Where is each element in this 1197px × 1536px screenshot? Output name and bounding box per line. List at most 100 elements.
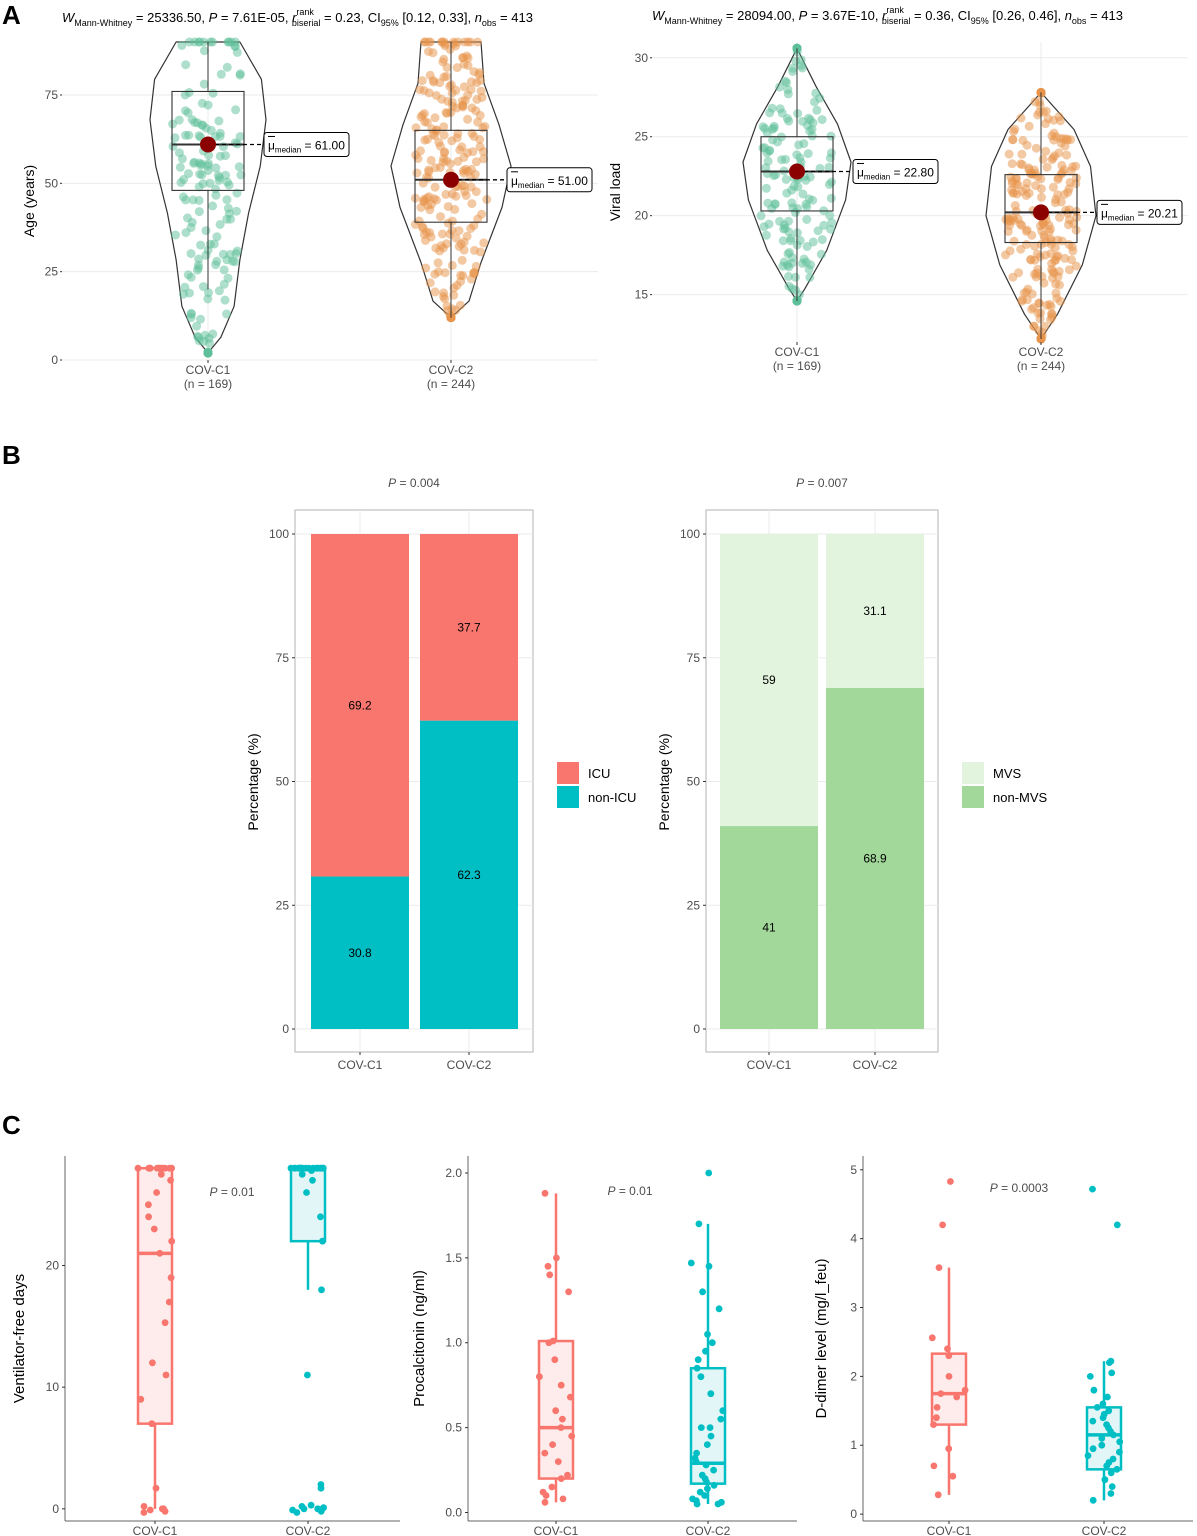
y-tick-label: 25 — [687, 898, 701, 912]
data-point — [1089, 1496, 1097, 1504]
x-tick-label: COV-C2 — [686, 1524, 731, 1536]
data-point — [430, 163, 440, 173]
data-point — [442, 62, 452, 72]
data-point — [454, 226, 464, 236]
data-point — [1071, 261, 1081, 271]
median-mu: μ — [857, 165, 864, 179]
data-point — [305, 1164, 313, 1172]
data-point — [201, 226, 211, 236]
data-point — [935, 1264, 943, 1271]
y-tick-label: 30 — [635, 51, 649, 65]
legend-swatch — [962, 762, 984, 784]
data-point — [817, 235, 827, 245]
y-tick-label: 0 — [52, 1502, 59, 1516]
data-point — [568, 1432, 576, 1440]
median-label: μmedian = 61.00 — [268, 138, 345, 154]
data-point — [1089, 1445, 1097, 1453]
x-tick-n: (n = 244) — [1017, 359, 1065, 373]
stat-part: rank — [886, 5, 904, 15]
data-point — [439, 130, 449, 140]
data-point — [441, 156, 451, 166]
data-point — [792, 43, 802, 53]
data-point — [200, 330, 210, 340]
data-point — [222, 309, 232, 319]
data-point — [156, 1249, 164, 1257]
data-point — [180, 282, 190, 292]
data-point — [319, 1164, 327, 1172]
data-point — [439, 122, 449, 132]
data-point — [477, 93, 487, 102]
bar-value-label: 37.7 — [457, 620, 481, 634]
data-point — [411, 123, 421, 133]
data-point — [1008, 135, 1018, 145]
data-point — [317, 1213, 324, 1221]
data-point — [1039, 278, 1049, 288]
stat-annotation: WMann-Whitney = 25336.50, P = 7.61E-05, … — [62, 7, 533, 28]
data-point — [552, 1407, 560, 1415]
data-point — [153, 1189, 161, 1196]
data-point — [1113, 1465, 1121, 1473]
data-point — [165, 1298, 173, 1306]
data-point — [1017, 149, 1027, 159]
data-point — [196, 314, 205, 324]
data-point — [761, 183, 771, 193]
data-point — [171, 230, 180, 240]
data-point — [198, 179, 208, 189]
data-point — [455, 145, 465, 155]
data-point — [1027, 304, 1037, 314]
data-point — [1009, 127, 1019, 136]
data-point — [544, 1262, 552, 1270]
data-point — [1053, 190, 1063, 200]
data-point — [1038, 154, 1048, 164]
data-point — [183, 270, 193, 280]
data-point — [1089, 1185, 1096, 1193]
data-point — [480, 122, 490, 131]
p-value: = 0.01 — [615, 1184, 652, 1198]
data-point — [437, 94, 447, 104]
median-label-box — [263, 131, 350, 157]
data-point — [469, 268, 478, 278]
data-point — [197, 120, 207, 130]
data-point — [564, 1471, 571, 1479]
data-point — [1054, 148, 1064, 158]
data-point — [1022, 140, 1032, 150]
data-point — [781, 154, 790, 164]
data-point — [815, 93, 825, 103]
data-point — [440, 147, 450, 157]
y-tick-label: 75 — [687, 651, 701, 665]
data-point — [1024, 121, 1034, 131]
data-point — [214, 116, 224, 126]
data-point — [805, 273, 815, 282]
data-point — [208, 88, 218, 98]
data-point — [447, 97, 457, 107]
bar-segment-non-icu — [420, 720, 518, 1029]
data-point — [1031, 181, 1041, 191]
stat-part: r — [292, 10, 297, 25]
bar-segment-icu — [420, 534, 518, 721]
data-point — [807, 131, 817, 141]
data-point — [413, 154, 423, 163]
data-point — [812, 105, 822, 115]
data-point — [433, 258, 443, 268]
data-point — [559, 1415, 566, 1423]
data-point — [1104, 1393, 1111, 1401]
bar-value-label: 69.2 — [348, 698, 372, 712]
data-point — [1033, 264, 1043, 274]
data-point — [431, 243, 441, 253]
bar-value-label: 62.3 — [457, 868, 481, 882]
data-point — [1116, 1448, 1123, 1456]
data-point — [425, 37, 435, 47]
data-point — [1098, 1435, 1106, 1442]
y-tick-label: 100 — [680, 527, 700, 541]
y-tick-label: 1 — [850, 1438, 857, 1452]
data-point — [1090, 1386, 1098, 1394]
data-point — [826, 131, 836, 141]
data-point — [218, 142, 228, 152]
median-marker — [1033, 204, 1049, 221]
p-symbol: P — [796, 476, 804, 490]
data-point — [1007, 159, 1017, 169]
stat-part: biserial — [292, 18, 321, 28]
y-axis-label: Ventilator-free days — [11, 1274, 28, 1403]
data-point — [468, 147, 478, 157]
